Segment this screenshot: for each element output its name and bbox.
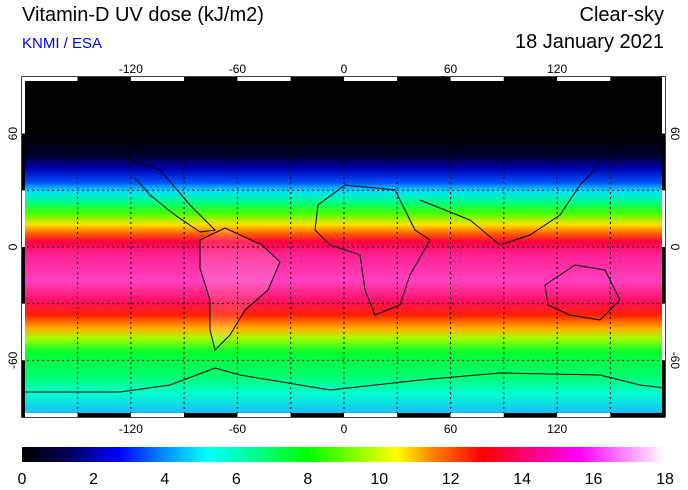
frame-bar [77,413,131,417]
date-label: 18 January 2021 [514,31,664,53]
colorbar-tick-label: 0 [18,471,27,488]
frame-bar [344,77,398,81]
frame-bar [237,77,291,81]
colorbar-labels: 0 2 4 6 8 10 12 14 16 18 [18,471,674,488]
frame-bar [662,360,665,417]
axis-ticks: -120 -120 -60 -60 0 0 60 60 120 120 60 60 0 0 -60 -60 [6,62,682,436]
antarctica-coast [22,367,666,393]
frame-bar [22,190,25,247]
colorbar-tick-label: 10 [370,471,388,488]
longitude-tick-bottom: 60 [444,422,458,436]
frame-bar [22,133,25,191]
frame-bar [450,413,504,417]
longitude-tick-bottom: -120 [119,422,143,436]
coastlines [22,157,666,393]
colorbar-tick-label: 6 [232,471,241,488]
colorbar-tick-label: 18 [656,471,674,488]
frame-bar [130,77,185,81]
north-america-coast [124,157,217,233]
colorbar-tick-label: 4 [160,471,169,488]
frame-bar [22,247,25,304]
frame-bar [397,413,451,417]
colorbar-tick-label: 2 [89,471,98,488]
colorbar-tick-label: 14 [513,471,531,488]
frame-bar [662,247,665,304]
map-frame [21,76,666,418]
frame-bar [77,77,131,81]
latitude-tick-right: 0 [668,244,682,251]
latitude-tick-right: 60 [668,127,682,141]
australia-coast [544,264,621,321]
frame-bar [662,303,665,361]
organization-label: KNMI / ESA [22,35,103,52]
sky-condition-label: Clear-sky [579,4,664,26]
frame-bar [22,77,25,134]
frame-bar [557,77,611,81]
frame-bar [130,413,185,417]
asia-coast [419,164,601,246]
latitude-tick-left: 0 [6,243,20,250]
africa-coast [314,184,431,316]
longitude-tick-top: -120 [119,62,143,76]
frame-bar [503,77,558,81]
latitude-tick-left: -60 [6,351,20,369]
frame-bar [24,413,78,417]
colorbar-tick-label: 12 [442,471,460,488]
map-title: Vitamin-D UV dose (kJ/m2) [22,4,264,26]
frame-bar [24,77,78,81]
longitude-tick-top: 120 [547,62,567,76]
frame-bar [662,190,665,247]
frame-bar [662,133,665,191]
frame-bar [22,303,25,361]
colorbar-tick-label: 8 [303,471,312,488]
latitude-tick-right: -60 [668,352,682,370]
longitude-tick-top: 0 [341,62,348,76]
longitude-tick-bottom: 0 [341,422,348,436]
longitude-tick-top: 60 [444,62,458,76]
latitude-tick-left: 60 [6,127,20,141]
frame-bar [184,77,238,81]
frame-bar [503,413,558,417]
frame-bar [290,413,344,417]
frame-bar [290,77,344,81]
longitude-tick-bottom: 120 [547,422,567,436]
frame-bar [344,413,398,417]
frame-bar [610,77,664,81]
frame-bar [450,77,504,81]
frame-bar [662,77,665,134]
frame-bar [610,413,664,417]
colorbar-tick-label: 16 [585,471,603,488]
frame-bar [237,413,291,417]
colorbar [22,447,665,462]
longitude-tick-bottom: -60 [229,422,247,436]
graticule [22,77,665,417]
frame-bar [184,413,238,417]
frame-bar [557,413,611,417]
longitude-tick-top: -60 [229,62,247,76]
frame-bar [22,360,25,417]
frame-bar [397,77,451,81]
